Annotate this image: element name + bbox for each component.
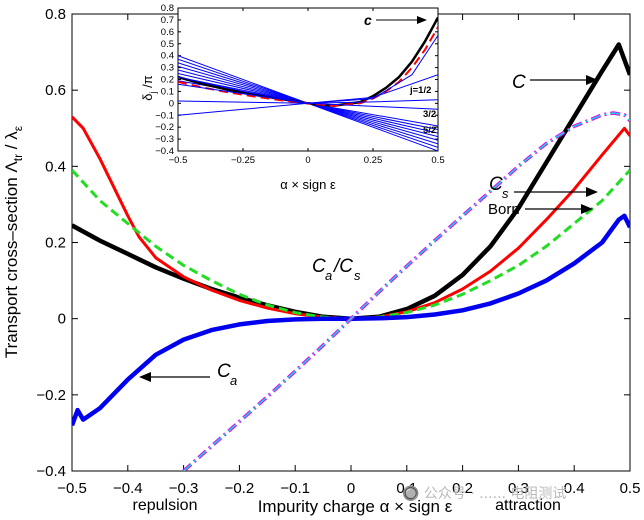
main-xtick-label: 0.3 — [508, 480, 529, 497]
inset-ytick-label: −0.1 — [155, 110, 174, 121]
inset-ytick-label: 0 — [169, 98, 174, 109]
annotation-Born-text: Born — [488, 201, 520, 218]
y-axis-label: Transport cross–section Λtr / λε — [2, 125, 25, 358]
main-xtick-label: 0.1 — [396, 480, 417, 497]
inset-label-three-half: 3/2 — [423, 109, 436, 120]
main-series-c-a-c-s — [182, 111, 630, 471]
inset-ytick-label: 0.8 — [161, 3, 174, 14]
y-label-sub2: ε — [11, 125, 25, 131]
inset-ytick-label: 0.2 — [161, 75, 174, 86]
annotation-CaCs-slash: /C — [332, 256, 353, 277]
annotation-Ca-text: C — [217, 361, 231, 382]
inset-y-pi: /π — [140, 75, 155, 91]
x-label-prefix: Impurity charge — [258, 497, 380, 516]
main-ytick-label: 0.4 — [45, 158, 66, 175]
annotation-Ca-sub: a — [230, 373, 237, 388]
arrowhead-Ca — [139, 372, 151, 382]
x-label-eps: ε — [445, 497, 453, 516]
x-axis-label: Impurity charge α × sign ε — [258, 497, 453, 516]
main-ytick-label: 0.2 — [45, 235, 66, 252]
arrowhead-Cs — [586, 187, 598, 197]
inset-ytick-label: −0.2 — [155, 122, 174, 133]
main-xtick-label: −0.4 — [113, 480, 143, 497]
inset-ytick-label: 0.4 — [161, 51, 174, 62]
main-xtick-label: −0.2 — [225, 480, 255, 497]
attraction-label: attraction — [495, 497, 561, 514]
inset-ytick-label: 0.5 — [161, 39, 174, 50]
main-xtick-label: 0.5 — [620, 480, 641, 497]
inset-x-eps: ε — [330, 177, 336, 192]
inset-ytick-label: −0.3 — [155, 134, 174, 145]
inset-x-label: α × sign ε — [280, 177, 336, 192]
main-series-c-a-c-s-cyan- — [183, 112, 630, 471]
main-xtick-label: −0.5 — [57, 480, 87, 497]
annotation-CaCs-text: C — [312, 256, 326, 277]
annotation-CaCs: C a /C s — [312, 256, 361, 283]
inset-label-c: c — [364, 12, 372, 28]
inset-axis-ticks: −0.5 −0.25 0 0.25 0.5−0.4−0.3−0.2−0.100.10.2… — [155, 3, 444, 166]
inset-ytick-label: 0.7 — [161, 15, 174, 26]
annotation-Ca: C a — [139, 361, 237, 388]
y-label-lambda: λ — [2, 131, 21, 140]
y-label-sub1: tr — [11, 154, 25, 161]
main-xtick-label: −0.3 — [169, 480, 199, 497]
y-label-slash: / — [2, 140, 21, 154]
main-ytick-label: 0.8 — [45, 6, 66, 23]
main-ytick-label: −0.2 — [36, 387, 66, 404]
inset-ytick-label: 0.3 — [161, 63, 174, 74]
inset-chart: −0.5 −0.25 0 0.25 0.5−0.4−0.3−0.2−0.100.10.2… — [140, 3, 445, 192]
repulsion-label: repulsion — [133, 497, 198, 514]
x-label-sign: × sign — [389, 497, 444, 516]
inset-series-5-2 — [178, 100, 438, 110]
x-label-alpha: α — [380, 497, 390, 516]
inset-ytick-label: 0.1 — [161, 86, 174, 97]
main-axis-ticks: −0.5 −0.4 −0.3 −0.2 −0.1 0 0.1 0.2 0.3 0.4 0.5−0.4… — [36, 6, 640, 497]
inset-xtick-label: 0 — [305, 155, 310, 166]
inset-arrowhead-c — [417, 16, 427, 24]
main-xtick-label: −0.1 — [280, 480, 310, 497]
inset-label-five-half: 5/2 — [423, 125, 436, 136]
inset-x-sign: × sign — [288, 177, 330, 192]
annotation-C-text: C — [512, 72, 526, 93]
main-ytick-label: −0.4 — [36, 463, 66, 480]
annotation-Born: Born — [488, 201, 593, 218]
inset-ytick-label: −0.4 — [155, 146, 174, 157]
inset-xtick-label: 0.5 — [431, 155, 444, 166]
main-series-group — [72, 42, 630, 471]
arrowhead-Born — [581, 204, 593, 214]
main-xtick-label: 0.2 — [452, 480, 473, 497]
inset-xtick-label: −0.5 — [169, 155, 188, 166]
main-ytick-label: 0.6 — [45, 82, 66, 99]
inset-xtick-label: 0.25 — [364, 155, 383, 166]
annotation-Cs-sub: s — [502, 186, 509, 201]
annotation-Cs-text: C — [489, 174, 503, 195]
inset-series-group — [178, 16, 438, 151]
inset-y-delta: δ — [140, 93, 155, 100]
inset-y-label: δj /π — [140, 75, 158, 100]
annotation-C: C — [512, 72, 598, 93]
main-xtick-label: 0 — [347, 480, 355, 497]
annotation-CaCs-sub2: s — [354, 268, 361, 283]
watermark: 🔘 公众号 · ...... 电阻测试 — [402, 486, 567, 502]
main-xtick-label: 0.4 — [564, 480, 585, 497]
arrowhead-C — [586, 75, 598, 85]
annotation-Cs: C s — [489, 174, 598, 201]
inset-xtick-label: −0.25 — [231, 155, 255, 166]
y-label-prefix: Transport cross–section — [2, 173, 21, 359]
main-chart: −0.5 −0.4 −0.3 −0.2 −0.1 0 0.1 0.2 0.3 0.4 0.5−0.4… — [36, 6, 640, 497]
main-ytick-label: 0 — [58, 311, 66, 328]
annotation-CaCs-sub1: a — [325, 268, 332, 283]
inset-y-sub: j — [148, 91, 158, 94]
inset-series-j-1-2 — [178, 35, 438, 104]
y-label-symbol: Λ — [2, 161, 21, 173]
inset-label-j-half: j=1/2 — [409, 85, 431, 96]
inset-series-red-dashed — [178, 26, 438, 107]
inset-x-alpha: α — [280, 177, 288, 192]
inset-ytick-label: 0.6 — [161, 27, 174, 38]
